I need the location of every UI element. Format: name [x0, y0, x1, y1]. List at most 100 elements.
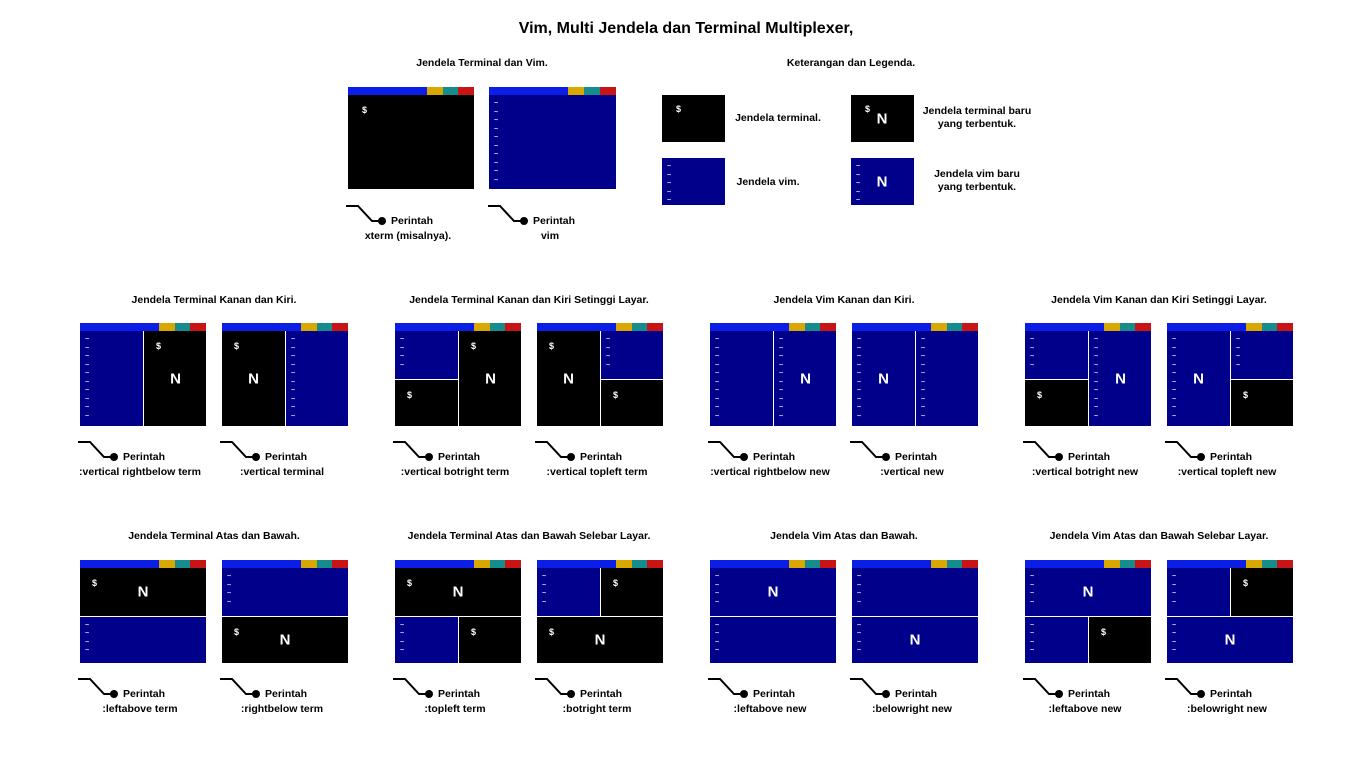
vim-pane: ~ ~ ~ ~ ~ ~ ~ ~ ~ ~ N	[1167, 331, 1230, 426]
title-bar-red	[332, 560, 348, 568]
title-bar-teal	[804, 560, 821, 568]
title-bar-yellow	[158, 560, 175, 568]
caption-line2: :vertical topleft term	[546, 466, 648, 478]
vim-pane: ~ ~ ~ ~	[80, 615, 206, 663]
new-window-marker: N	[876, 110, 888, 128]
connector-dot	[1055, 453, 1063, 461]
shell-prompt: $	[1101, 626, 1107, 637]
title-bar-red	[600, 87, 616, 95]
caption-connector	[488, 205, 528, 225]
shell-prompt: $	[471, 626, 477, 637]
new-window-marker: N	[594, 631, 606, 649]
vim-pane: ~ ~ ~ ~	[710, 615, 836, 663]
title-bar-teal	[489, 323, 506, 331]
legend-label-line1: Jendela vim.	[736, 176, 800, 188]
caption-line2: xterm (misalnya).	[364, 230, 452, 242]
title-bar-yellow	[615, 323, 632, 331]
vim-tilde-lines: ~ ~ ~ ~	[227, 572, 232, 606]
window-body: ~ ~ ~ ~ ~ ~ ~ ~ ~ ~ ~ ~ ~ ~ ~ ~ ~ ~ ~ ~ N	[710, 331, 836, 426]
shell-prompt: $	[407, 389, 413, 400]
caption-line1: Perintah	[533, 215, 576, 227]
title-bar-blue	[710, 560, 789, 568]
legend-label-line1: Jendela vim baru	[934, 168, 1020, 180]
vim-tilde-lines: ~ ~ ~ ~ ~ ~ ~ ~ ~ ~	[1094, 335, 1099, 420]
caption-line2: :belowright new	[872, 703, 952, 715]
window-body: ~ ~ ~ ~ N ~ ~ ~ ~	[710, 568, 836, 663]
title-bar-teal	[1119, 323, 1136, 331]
caption-connector	[850, 441, 890, 461]
new-window-marker: N	[279, 631, 291, 649]
shell-prompt: $	[1243, 389, 1249, 400]
title-bar-blue	[489, 87, 569, 95]
caption-connector	[346, 205, 386, 225]
vim-tilde-lines: ~ ~ ~ ~	[1172, 620, 1177, 655]
caption-connector	[78, 678, 118, 698]
connector-dot	[567, 690, 575, 698]
title-bar-teal	[1261, 323, 1278, 331]
caption-connector	[78, 441, 118, 461]
vim-pane: ~ ~ ~ ~	[395, 331, 458, 379]
command-caption: Perintah xterm (misalnya).	[346, 214, 476, 244]
command-caption: Perintah:vertical terminal	[220, 450, 350, 480]
split-window-a: ~ ~ ~ ~ N ~ ~ ~ ~ $	[1025, 560, 1151, 663]
title-bar-yellow	[473, 323, 490, 331]
new-window-marker: N	[170, 370, 181, 387]
title-bar-red	[190, 560, 206, 568]
terminal-pane: $	[395, 378, 458, 426]
window-body: ~ ~ ~ ~ $ ~ ~ ~ ~ N	[1167, 568, 1293, 663]
title-bar-red	[1135, 560, 1151, 568]
section-title: Jendela Terminal Kanan dan Kiri.	[131, 294, 297, 306]
caption-line1: Perintah	[753, 451, 796, 463]
split-window-a: ~ ~ ~ ~ N ~ ~ ~ ~	[710, 560, 836, 663]
window-body: ~ ~ ~ ~ ~ ~ ~ ~ ~ ~ $ N	[80, 331, 206, 426]
window-body: ~ ~ ~ ~ N ~ ~ ~ ~ $	[1025, 568, 1151, 663]
shell-prompt: $	[471, 341, 477, 351]
command-caption: Perintah vim	[488, 214, 618, 244]
section-title: Jendela Vim Atas dan Bawah.	[770, 530, 918, 542]
terminal-pane: $	[600, 378, 663, 426]
title-bar-teal	[631, 323, 648, 331]
connector-dot	[425, 453, 433, 461]
caption-line2: :botright term	[562, 703, 632, 715]
title-bar-teal	[1261, 560, 1278, 568]
new-window-marker: N	[563, 370, 574, 387]
caption-line1: Perintah	[580, 688, 623, 700]
window-title-bar	[537, 560, 663, 568]
new-window-marker: N	[876, 173, 888, 191]
caption-line2: :leftabove term	[102, 703, 178, 715]
title-bar-yellow	[473, 560, 490, 568]
title-bar-yellow	[158, 323, 175, 331]
caption-connector	[393, 441, 433, 461]
connector-dot	[740, 690, 748, 698]
command-caption: Perintah:rightbelow term	[220, 687, 350, 717]
command-caption: Perintah:vertical new	[850, 450, 980, 480]
legend-label: Jendela terminal baru yang terbentuk.	[917, 105, 1037, 131]
shell-prompt: $	[676, 104, 682, 114]
title-bar-blue	[222, 323, 301, 331]
caption-line2: :vertical topleft new	[1177, 466, 1277, 478]
caption-line1: Perintah	[265, 688, 308, 700]
title-bar-teal	[316, 560, 333, 568]
new-window-marker: N	[800, 370, 811, 387]
vim-pane: ~ ~ ~ ~	[537, 568, 600, 616]
title-bar-blue	[348, 87, 427, 95]
vim-tilde-lines: ~ ~ ~ ~	[715, 572, 720, 606]
legend-label-line2: yang terbentuk.	[937, 181, 1017, 193]
vim-pane: ~ ~ ~ ~	[1230, 331, 1293, 379]
title-bar-yellow	[930, 560, 947, 568]
new-window-marker: N	[137, 583, 149, 601]
connector-dot	[252, 690, 260, 698]
split-window-b: ~ ~ ~ ~ $ $ N	[537, 560, 663, 663]
connector-line	[220, 441, 256, 458]
title-bar-red	[332, 323, 348, 331]
connector-dot	[252, 453, 260, 461]
window-title-bar	[1167, 560, 1293, 568]
window-title-bar	[537, 323, 663, 331]
terminal-window: $	[348, 87, 474, 189]
vim-pane: ~ ~ ~ ~ N	[710, 568, 836, 616]
legend-label-line1: Jendela terminal.	[735, 112, 821, 124]
vim-pane: ~ ~ ~ ~ ~ ~ ~ ~ ~ ~	[915, 331, 978, 426]
title-bar-blue	[537, 560, 616, 568]
title-bar-teal	[804, 323, 821, 331]
caption-line1: Perintah	[1068, 688, 1111, 700]
